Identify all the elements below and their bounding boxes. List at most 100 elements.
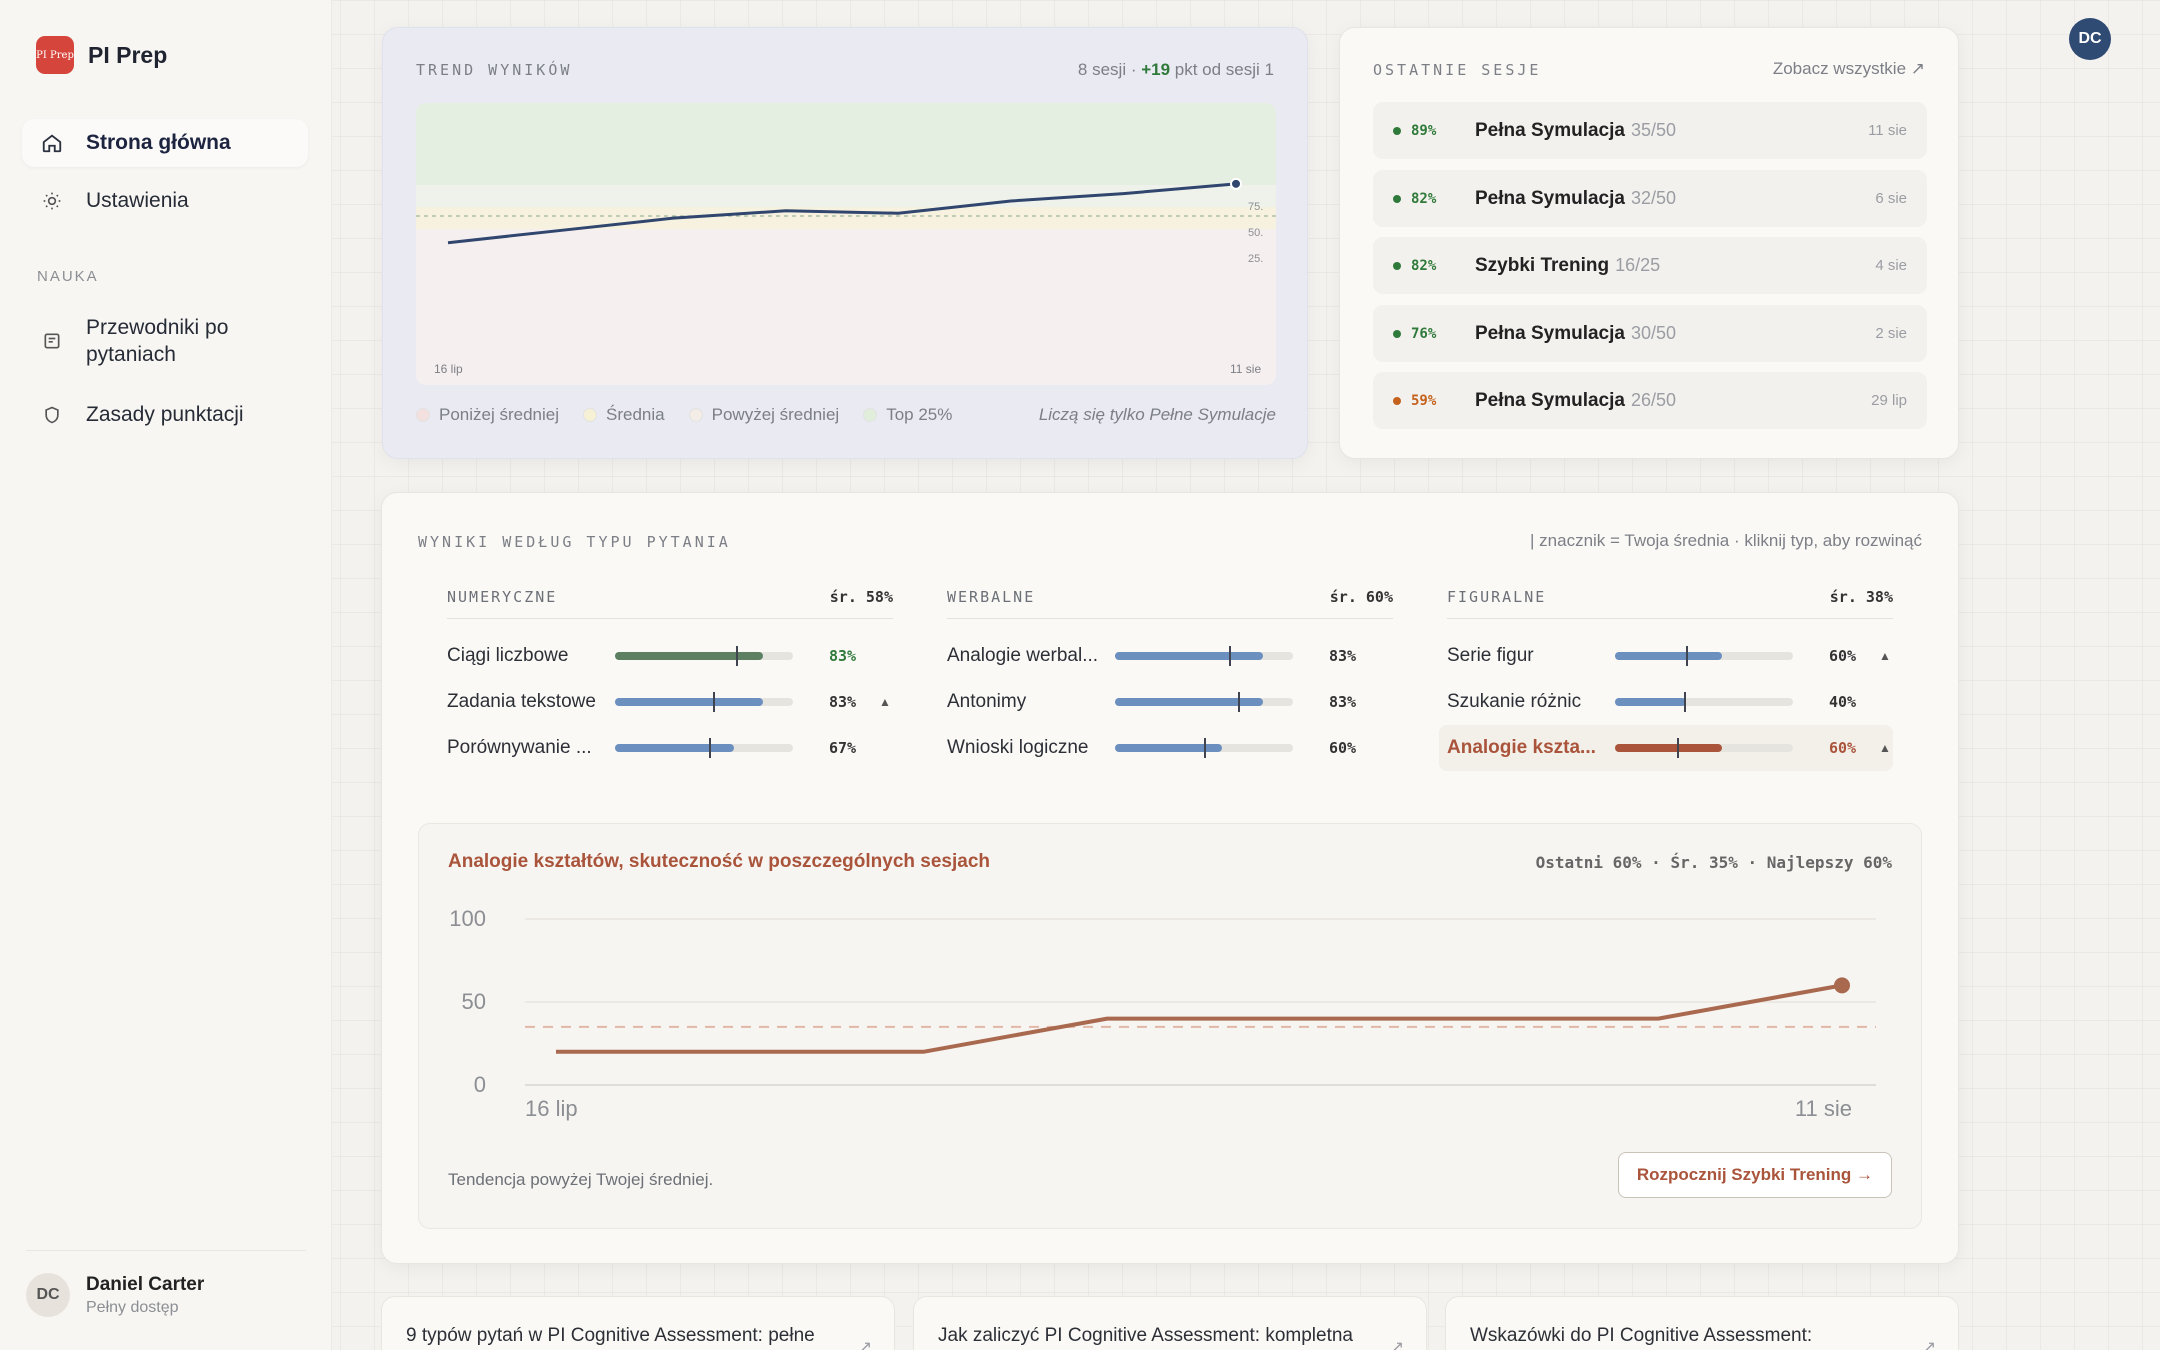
question-type-label: Szukanie różnic	[1447, 691, 1582, 712]
nav-item-scoring-rules[interactable]: Zasady punktacji	[22, 392, 308, 438]
y-tick-label: 75.	[1248, 201, 1263, 213]
score-bar-fill	[615, 698, 763, 706]
band-above-average	[416, 185, 1276, 207]
average-marker	[1228, 646, 1231, 666]
question-type-label: Ciągi liczbowe	[447, 645, 569, 666]
score-bar	[1115, 646, 1293, 666]
session-row[interactable]: 82% Pełna Symulacja 32/50 6 sie	[1373, 170, 1927, 227]
question-type-row[interactable]: Wnioski logiczne 60%	[947, 725, 1393, 771]
legend-label: Top 25%	[886, 405, 953, 424]
status-dot	[1393, 261, 1401, 270]
x-tick-label: 11 sie	[1795, 1096, 1852, 1121]
category-header: WERBALNE śr. 60%	[947, 588, 1393, 619]
session-date: 2 sie	[1875, 325, 1907, 342]
average-marker	[1204, 738, 1206, 758]
question-type-score: 40%	[1829, 693, 1857, 711]
question-type-row[interactable]: Zadania tekstowe 83% ▲	[447, 679, 893, 725]
category-average: śr. 58%	[829, 588, 893, 606]
article-title: Wskazówki do PI Cognitive Assessment:	[1470, 1325, 1813, 1346]
brand[interactable]: PI Prep PI Prep	[36, 36, 167, 74]
session-pct: 89%	[1411, 122, 1437, 139]
question-type-row[interactable]: Analogie kszta... 60% ▲	[1439, 725, 1893, 771]
detail-chart: 100 50 0 16 lip 11 sie	[449, 906, 1876, 1121]
article-card[interactable]: 9 typów pytań w PI Cognitive Assessment:…	[381, 1296, 895, 1350]
nav-item-label: Przewodniki po	[86, 316, 229, 339]
score-bar-fill	[1115, 652, 1263, 660]
y-tick-label: 100	[449, 906, 486, 931]
results-note: | znacznik = Twoja średnia · kliknij typ…	[1530, 531, 1922, 550]
y-tick-label: 50.	[1248, 227, 1263, 239]
nav-item-question-guides[interactable]: Przewodniki po pytaniach	[22, 308, 308, 374]
trend-title: TREND WYNIKÓW	[416, 61, 573, 79]
trend-up-icon: ▲	[1879, 741, 1891, 755]
score-bar-fill	[615, 652, 763, 660]
band-top-25	[416, 103, 1276, 185]
user-name: Daniel Carter	[86, 1273, 205, 1295]
session-date: 29 lip	[1871, 392, 1907, 409]
external-link-icon: ↗	[858, 1339, 872, 1350]
trend-legend: Poniżej średniej Średnia Powyżej średnie…	[416, 405, 1276, 425]
trend-meta-delta: +19	[1141, 60, 1171, 79]
question-type-label: Porównywanie ...	[447, 737, 592, 758]
category-average: śr. 38%	[1829, 588, 1893, 606]
question-type-score: 60%	[1329, 739, 1357, 757]
category-average: śr. 60%	[1329, 588, 1393, 606]
question-type-row[interactable]: Ciągi liczbowe 83%	[447, 633, 893, 679]
document-icon	[40, 329, 64, 353]
score-bar-fill	[1115, 698, 1263, 706]
average-marker	[1684, 692, 1687, 712]
session-row[interactable]: 76% Pełna Symulacja 30/50 2 sie	[1373, 305, 1927, 362]
question-type-label: Analogie kszta...	[1447, 737, 1596, 758]
legend-swatch	[863, 408, 878, 422]
nav-item-settings[interactable]: Ustawienia	[22, 178, 308, 224]
question-type-label: Antonimy	[947, 691, 1027, 712]
score-bar-fill	[1615, 744, 1722, 752]
user-plan: Pełny dostęp	[86, 1298, 179, 1316]
average-marker	[712, 692, 715, 712]
category-header: FIGURALNE śr. 38%	[1447, 588, 1893, 619]
nav-item-home[interactable]: Strona główna	[22, 119, 308, 167]
brand-logo: PI Prep	[36, 36, 74, 74]
article-card[interactable]: Jak zaliczyć PI Cognitive Assessment: ko…	[913, 1296, 1427, 1350]
article-card[interactable]: Wskazówki do PI Cognitive Assessment: ↗	[1445, 1296, 1959, 1350]
question-type-label: Zadania tekstowe	[447, 691, 596, 712]
category-name: WERBALNE	[947, 588, 1036, 606]
question-type-score: 83%	[1329, 647, 1357, 665]
category-name: FIGURALNE	[1447, 588, 1547, 606]
user-profile[interactable]: DC Daniel Carter Pełny dostęp	[26, 1250, 306, 1317]
account-avatar[interactable]: DC	[2069, 18, 2111, 60]
session-name: Szybki Trening	[1475, 254, 1610, 276]
external-link-icon: ↗	[1390, 1339, 1404, 1350]
y-tick-label: 0	[474, 1072, 486, 1097]
score-line	[556, 983, 1843, 1054]
session-date: 6 sie	[1875, 190, 1907, 207]
session-pct: 82%	[1411, 190, 1437, 207]
score-bar-fill	[1115, 744, 1222, 752]
article-title: Jak zaliczyć PI Cognitive Assessment: ko…	[938, 1325, 1354, 1346]
session-pct: 82%	[1411, 257, 1437, 274]
score-bar	[1615, 646, 1793, 666]
start-quick-training-button[interactable]: Rozpocznij Szybki Trening →	[1617, 1152, 1892, 1198]
session-row[interactable]: 59% Pełna Symulacja 26/50 29 lip	[1373, 372, 1927, 429]
question-type-row[interactable]: Szukanie różnic 40%	[1447, 679, 1893, 725]
legend-label: Średnia	[606, 405, 665, 424]
see-all-link[interactable]: Zobacz wszystkie ↗	[1772, 59, 1925, 78]
session-row[interactable]: 82% Szybki Trening 16/25 4 sie	[1373, 237, 1927, 294]
category-figural: FIGURALNE śr. 38% Serie figur 60% ▲ Szukanie …	[1439, 588, 1893, 771]
score-bar	[1615, 692, 1793, 712]
shield-icon	[40, 403, 64, 427]
question-type-row[interactable]: Analogie werbal... 83%	[947, 633, 1393, 679]
nav-item-label: Zasady punktacji	[86, 403, 244, 426]
score-bar	[1615, 738, 1793, 758]
session-row[interactable]: 89% Pełna Symulacja 35/50 11 sie	[1373, 102, 1927, 159]
question-type-score: 83%	[1329, 693, 1357, 711]
sidebar: PI Prep PI Prep Strona główna Ustawienia…	[0, 0, 332, 1350]
sessions-title: OSTATNIE SESJE	[1373, 61, 1542, 79]
question-type-row[interactable]: Antonimy 83%	[947, 679, 1393, 725]
trend-up-icon: ▲	[879, 695, 891, 709]
legend-item: Top 25%	[863, 405, 952, 425]
question-type-row[interactable]: Serie figur 60% ▲	[1447, 633, 1893, 679]
category-numeric: NUMERYCZNE śr. 58% Ciągi liczbowe 83% Zadani…	[447, 588, 893, 771]
question-type-row[interactable]: Porównywanie ... 67%	[447, 725, 893, 771]
question-type-label: Analogie werbal...	[947, 645, 1099, 666]
